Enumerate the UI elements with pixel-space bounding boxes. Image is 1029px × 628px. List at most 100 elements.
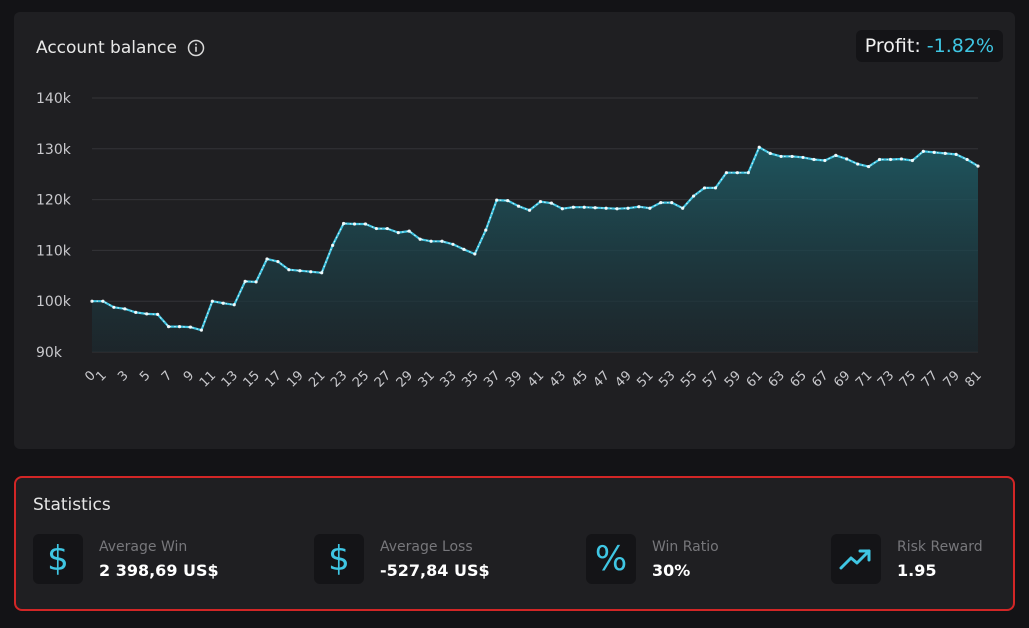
data-point[interactable]: [659, 201, 663, 205]
data-point[interactable]: [571, 205, 575, 209]
data-point[interactable]: [341, 221, 346, 226]
data-point[interactable]: [604, 206, 608, 210]
data-point[interactable]: [506, 199, 510, 203]
data-point[interactable]: [823, 158, 827, 163]
data-point[interactable]: [637, 205, 641, 209]
data-point[interactable]: [495, 198, 499, 202]
data-point[interactable]: [735, 171, 739, 175]
data-point[interactable]: [320, 271, 324, 275]
data-point[interactable]: [462, 247, 466, 251]
data-point[interactable]: [954, 152, 958, 156]
data-point[interactable]: [702, 186, 707, 190]
data-point[interactable]: [877, 157, 882, 162]
data-point[interactable]: [473, 252, 477, 256]
data-point[interactable]: [90, 299, 94, 303]
data-point[interactable]: [582, 205, 586, 209]
data-point[interactable]: [899, 157, 904, 161]
data-point[interactable]: [396, 231, 400, 235]
data-point[interactable]: [834, 153, 838, 158]
data-point[interactable]: [713, 186, 718, 190]
data-point[interactable]: [112, 305, 116, 309]
data-point[interactable]: [123, 307, 127, 311]
x-tick-label: 71: [853, 368, 875, 390]
data-point[interactable]: [221, 301, 225, 305]
data-point[interactable]: [134, 310, 138, 314]
data-point[interactable]: [243, 279, 247, 283]
data-point[interactable]: [801, 155, 805, 160]
data-point[interactable]: [888, 157, 893, 162]
data-point[interactable]: [418, 237, 422, 241]
data-point[interactable]: [451, 242, 455, 246]
data-point[interactable]: [724, 171, 729, 175]
data-point[interactable]: [352, 222, 357, 226]
data-point[interactable]: [965, 157, 969, 162]
profit-badge: Profit: -1.82%: [855, 30, 1003, 62]
x-tick-label: 21: [306, 368, 328, 390]
data-point[interactable]: [593, 206, 597, 210]
data-point[interactable]: [484, 228, 488, 232]
data-point[interactable]: [812, 157, 816, 162]
data-point[interactable]: [440, 239, 444, 243]
data-point[interactable]: [166, 325, 171, 329]
data-point[interactable]: [670, 201, 674, 205]
info-icon[interactable]: [187, 39, 205, 57]
data-point[interactable]: [429, 239, 433, 243]
balance-line: [92, 146, 979, 332]
data-point[interactable]: [407, 229, 411, 233]
data-point[interactable]: [298, 269, 302, 273]
data-point[interactable]: [265, 257, 269, 261]
x-tick-label: 43: [547, 368, 569, 390]
data-point[interactable]: [516, 204, 521, 208]
data-point[interactable]: [210, 299, 214, 303]
data-point[interactable]: [374, 226, 378, 231]
data-point[interactable]: [867, 164, 871, 169]
x-tick-label: 11: [197, 368, 219, 390]
stat-value: 30%: [652, 560, 691, 580]
data-point[interactable]: [932, 150, 936, 154]
data-point[interactable]: [560, 207, 564, 211]
data-point[interactable]: [626, 206, 630, 210]
data-point[interactable]: [156, 312, 160, 317]
data-point[interactable]: [615, 207, 619, 211]
data-point[interactable]: [276, 259, 280, 264]
data-point[interactable]: [921, 149, 925, 153]
data-point[interactable]: [188, 325, 193, 329]
data-point[interactable]: [648, 206, 652, 210]
data-point[interactable]: [177, 325, 182, 329]
data-point[interactable]: [385, 226, 389, 231]
data-point[interactable]: [910, 158, 914, 163]
data-point[interactable]: [199, 328, 203, 332]
data-point[interactable]: [549, 201, 554, 205]
data-point[interactable]: [976, 164, 980, 168]
data-point[interactable]: [845, 157, 849, 161]
data-point[interactable]: [101, 299, 105, 303]
data-point[interactable]: [527, 208, 532, 212]
percent-icon: %: [586, 534, 636, 584]
data-point[interactable]: [692, 194, 696, 198]
data-point[interactable]: [538, 200, 543, 204]
data-point[interactable]: [681, 206, 685, 210]
data-point[interactable]: [779, 154, 783, 159]
account-balance-panel: 90k 100k 110k 120k 130k 140k 0 1 3 5 7 9 11 13 15 17 19…: [14, 12, 1015, 449]
data-point[interactable]: [309, 270, 313, 274]
data-point[interactable]: [232, 303, 236, 307]
data-point[interactable]: [757, 145, 761, 149]
stat-label: Risk Reward: [897, 538, 983, 555]
data-point[interactable]: [790, 154, 794, 159]
data-point[interactable]: [943, 151, 947, 155]
data-point[interactable]: [287, 268, 291, 272]
data-point[interactable]: [145, 312, 149, 316]
data-point[interactable]: [363, 222, 368, 226]
x-tick-label: 9: [181, 368, 197, 384]
x-tick-label: 63: [766, 368, 788, 390]
data-point[interactable]: [254, 280, 258, 284]
x-tick-label: 35: [459, 368, 481, 390]
data-point[interactable]: [746, 171, 750, 175]
data-point[interactable]: [856, 162, 860, 166]
x-tick-label: 67: [809, 368, 831, 390]
data-point[interactable]: [331, 243, 335, 247]
y-tick-label: 100k: [36, 294, 72, 310]
x-tick-label: 13: [219, 368, 241, 390]
dollar-icon: $: [314, 534, 364, 584]
data-point[interactable]: [768, 151, 772, 155]
